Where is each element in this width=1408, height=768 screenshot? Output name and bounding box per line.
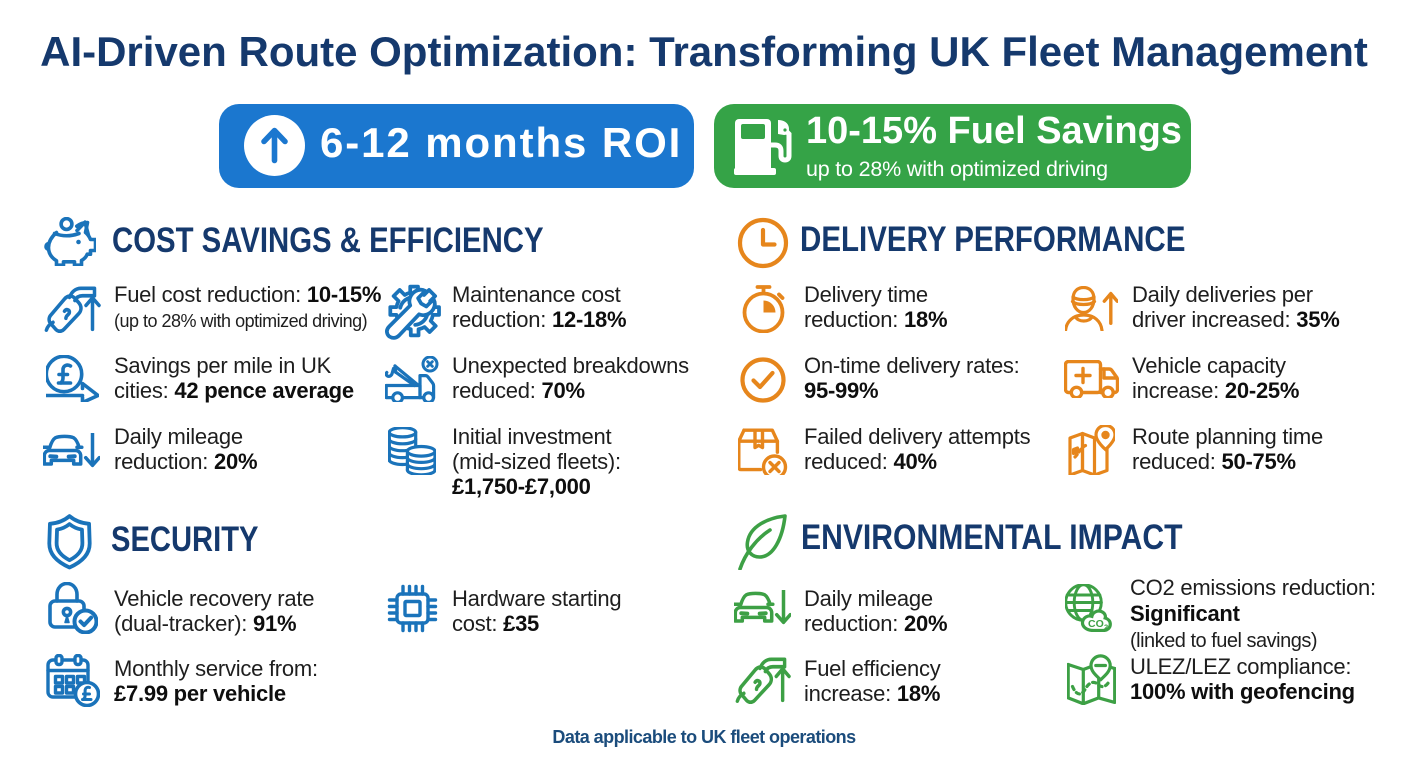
svg-text:2: 2 [1104, 623, 1108, 632]
svg-text:CO: CO [1088, 618, 1104, 630]
